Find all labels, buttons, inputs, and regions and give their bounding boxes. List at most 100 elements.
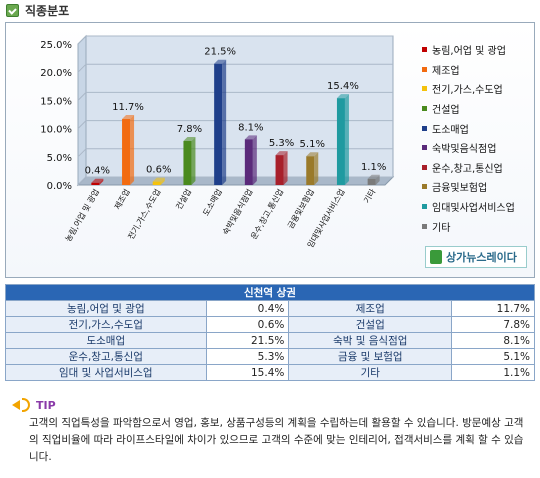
y-tick-label: 20.0% — [40, 68, 72, 79]
data-label: 0.6% — [146, 165, 171, 176]
bar — [122, 119, 131, 185]
legend-swatch — [422, 204, 427, 210]
table-title: 신천역 상권 — [5, 284, 535, 301]
bar — [306, 156, 315, 185]
section-title: 직종분포 — [25, 3, 70, 18]
legend-label: 기타 — [432, 222, 451, 234]
y-tick-label: 15.0% — [40, 96, 72, 107]
x-tick-label: 숙박및음식점업 — [220, 187, 254, 237]
bar-side — [375, 174, 380, 185]
bar-top — [306, 152, 319, 157]
table-value: 7.8% — [451, 316, 535, 333]
table-row: 운수,창고,통신업 5.3% 금융 및 보험업 5.1% — [5, 348, 535, 365]
table-value: 8.1% — [451, 332, 535, 349]
logo-text: 상가뉴스레이다 — [446, 251, 517, 264]
bar — [183, 141, 192, 185]
gridline — [77, 35, 87, 45]
table-label: 운수,창고,통신업 — [5, 348, 207, 365]
legend-item: 운수,창고,통신업 — [422, 158, 532, 178]
bar — [214, 63, 223, 185]
bar — [336, 98, 345, 185]
bar-chart: 0.0% 5.0% 10.0% 15.0% 20.0% 25.0% 0.4% 농림,어업 및 … — [40, 34, 395, 249]
x-tick-label: 건설업 — [173, 187, 193, 211]
tip-section: TIP 고객의 직업특성을 파악함으로서 영업, 홍보, 상품구성등의 계획을 … — [0, 397, 540, 466]
x-tick-label: 도소매업 — [201, 188, 224, 218]
gridline — [77, 120, 87, 129]
legend-swatch — [422, 86, 427, 92]
table-label: 금융 및 보험업 — [288, 348, 453, 365]
bar-top — [244, 135, 257, 140]
legend-swatch — [422, 106, 427, 112]
bar — [152, 181, 161, 185]
legend-label: 도소매업 — [432, 124, 469, 136]
legend-label: 건설업 — [432, 105, 460, 117]
bar-top — [122, 115, 135, 120]
checkbox-icon — [6, 3, 19, 17]
table-value: 1.1% — [451, 364, 535, 381]
logo-icon — [430, 250, 442, 264]
gridline — [77, 92, 87, 101]
legend-label: 임대및사업서비스업 — [432, 203, 515, 215]
table-value: 5.1% — [451, 348, 535, 365]
table-value: 15.4% — [205, 364, 290, 381]
table-row: 도소매업 21.5% 숙박 및 음식점업 8.1% — [5, 332, 535, 349]
table-row: 전기,가스,수도업 0.6% 건설업 7.8% — [5, 316, 535, 333]
legend-label: 숙박및음식점업 — [432, 144, 497, 156]
bar-side — [283, 151, 288, 185]
data-label: 1.1% — [361, 162, 386, 173]
bar-top — [275, 151, 288, 156]
bar — [91, 182, 100, 185]
table-label: 임대 및 사업서비스업 — [5, 364, 207, 381]
bar-top — [336, 94, 349, 99]
table-value: 0.4% — [205, 300, 290, 317]
legend-swatch — [422, 184, 427, 190]
x-tick-label: 농림,어업 및 광업 — [63, 187, 101, 243]
y-tick-label: 25.0% — [40, 40, 72, 51]
data-label: 15.4% — [327, 81, 359, 92]
legend-swatch — [422, 145, 427, 151]
y-tick-label: 10.0% — [40, 125, 72, 136]
legend-item: 임대및사업서비스업 — [422, 197, 532, 217]
data-label: 21.5% — [204, 47, 236, 58]
legend-label: 제조업 — [432, 65, 460, 77]
legend-item: 제조업 — [422, 60, 532, 80]
bar-top — [91, 178, 104, 183]
occupation-table: 신천역 상권 농림,어업 및 광업 0.4% 제조업 11.7% 전기,가스,수… — [5, 284, 535, 381]
legend-item: 숙박및음식점업 — [422, 138, 532, 158]
data-label: 7.8% — [177, 124, 202, 135]
x-tick-label: 금융및보험업 — [285, 187, 316, 230]
x-tick-label: 전기,가스,수도업 — [126, 187, 163, 241]
bar-side — [252, 135, 257, 185]
table-label: 제조업 — [288, 300, 453, 317]
data-label: 5.1% — [300, 139, 325, 150]
bar-top — [214, 59, 227, 64]
bar-top — [367, 174, 380, 179]
table-label: 기타 — [288, 364, 453, 381]
bar-side — [191, 137, 196, 185]
x-tick-label: 제조업 — [113, 188, 132, 212]
bar — [244, 139, 253, 185]
gridline — [77, 63, 87, 73]
legend-label: 금융및보험업 — [432, 183, 488, 195]
legend-swatch — [422, 125, 427, 131]
legend-item: 기타 — [422, 216, 532, 236]
legend-item: 금융및보험업 — [422, 177, 532, 197]
data-label: 5.3% — [269, 138, 294, 149]
x-tick-label: 운수,창고,통신업 — [249, 188, 285, 242]
bar — [275, 155, 284, 185]
gridline — [77, 148, 87, 158]
bar — [367, 178, 376, 185]
bar-side — [130, 115, 135, 185]
section-header: 직종분포 — [0, 0, 540, 20]
y-tick-label: 0.0% — [47, 181, 72, 192]
bar-side — [99, 178, 104, 185]
sound-wave-icon — [22, 398, 30, 412]
speaker-icon — [12, 400, 20, 410]
bar-top — [183, 137, 196, 142]
table-value: 0.6% — [205, 316, 290, 333]
data-label: 11.7% — [112, 102, 144, 113]
legend-swatch — [422, 47, 427, 53]
legend-item: 농림,어업 및 광업 — [422, 40, 532, 60]
legend-swatch — [422, 66, 427, 72]
table-value: 11.7% — [451, 300, 535, 317]
